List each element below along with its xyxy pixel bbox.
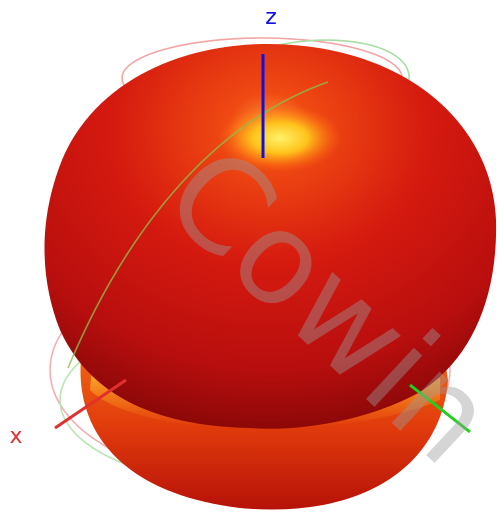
coordinate-axes <box>54 54 471 434</box>
upper-lobe <box>44 43 497 429</box>
y-axis <box>409 383 471 434</box>
x-axis-label: x <box>9 424 22 449</box>
x-axis <box>54 378 127 430</box>
z-axis-label: z <box>265 5 277 30</box>
